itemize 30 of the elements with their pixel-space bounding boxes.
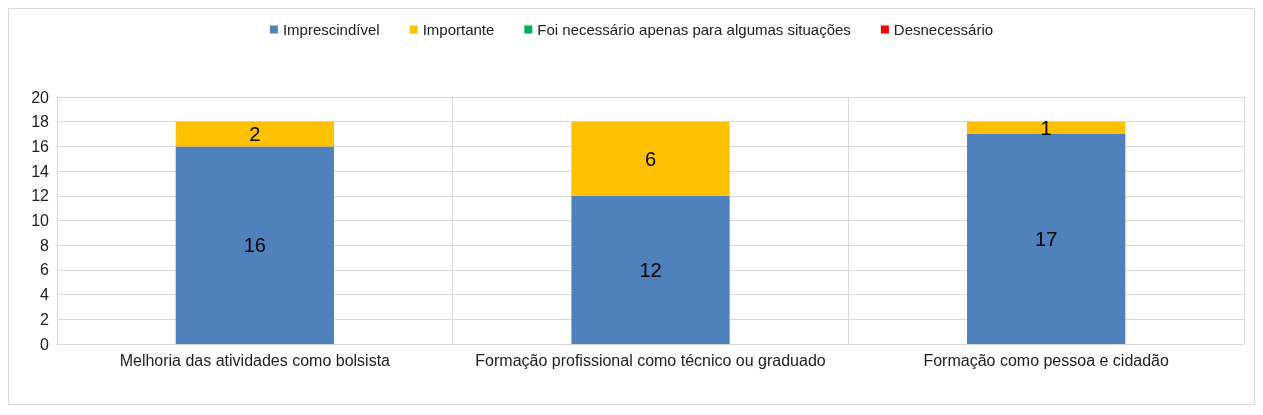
data-label: 17: [1035, 228, 1058, 251]
y-tick-label: 10: [31, 212, 50, 229]
data-label: 16: [243, 234, 266, 257]
y-tick-label: 8: [40, 236, 50, 254]
x-tick-label: Melhoria das atividades como bolsista: [119, 351, 391, 369]
x-tick-label: Formação como pessoa e cidadão: [923, 351, 1169, 369]
y-tick-label: 18: [31, 113, 50, 131]
y-tick-label: 6: [40, 261, 50, 279]
y-tick-label: 0: [40, 335, 50, 353]
data-label: 2: [249, 123, 261, 146]
bar: [175, 146, 334, 344]
y-tick-label: 12: [31, 187, 50, 205]
y-tick-label: 4: [40, 286, 50, 304]
y-tick-label: 2: [40, 310, 50, 328]
data-label: 12: [639, 258, 662, 281]
y-tick-label: 20: [31, 88, 50, 106]
bar: [571, 121, 730, 196]
data-label: 6: [644, 147, 657, 170]
bar: [175, 121, 334, 147]
y-tick-label: 16: [31, 137, 50, 155]
legend-label: Desnecessário: [893, 21, 994, 38]
x-tick-label: Formação profissional como técnico ou graduado: [475, 351, 826, 369]
legend-label: Foi necessário apenas para algumas situações: [537, 21, 851, 38]
bar: [967, 134, 1126, 344]
bar: [571, 195, 730, 344]
bar: [967, 121, 1126, 135]
data-label: 1: [1040, 116, 1052, 139]
y-tick-label: 14: [31, 162, 50, 180]
legend-label: Imprescindível: [282, 21, 380, 38]
legend-label: Importante: [422, 21, 495, 38]
